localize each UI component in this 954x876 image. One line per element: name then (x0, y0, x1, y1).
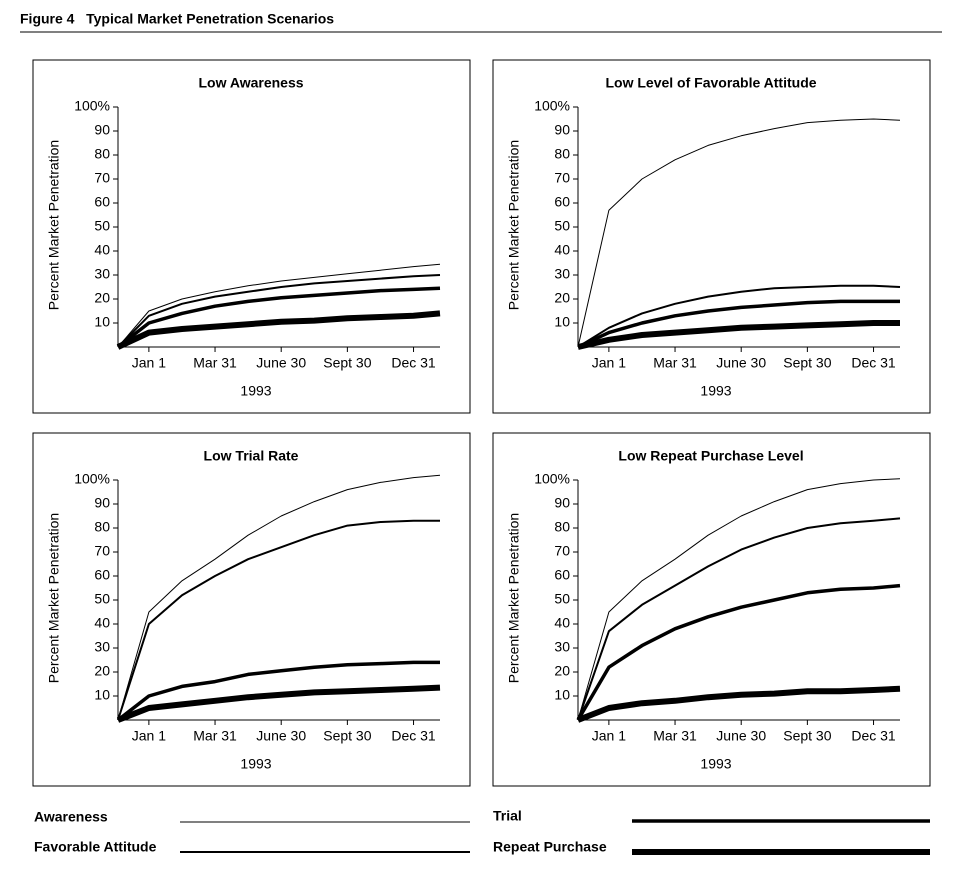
y-tick-label: 80 (554, 146, 570, 162)
x-tick-label: Sept 30 (323, 355, 371, 371)
y-tick-label: 40 (554, 615, 570, 631)
x-tick-label: Jan 1 (592, 728, 626, 744)
series-line (576, 685, 901, 723)
series-line (577, 118, 901, 348)
y-axis-label: Percent Market Penetration (46, 140, 62, 310)
x-axis-label: 1993 (240, 383, 271, 399)
figure-title: Figure 4 Typical Market Penetration Scen… (20, 11, 334, 27)
x-tick-label: Dec 31 (391, 728, 436, 744)
y-tick-label: 40 (554, 242, 570, 258)
x-tick-label: June 30 (716, 355, 766, 371)
series-line (116, 286, 441, 349)
x-tick-label: Dec 31 (851, 355, 896, 371)
y-tick-label: 40 (94, 615, 110, 631)
y-tick-label: 100% (74, 98, 110, 114)
x-tick-label: Mar 31 (653, 728, 697, 744)
series-line (116, 660, 440, 722)
series-line (117, 474, 441, 721)
series-line (117, 274, 441, 348)
y-tick-label: 100% (74, 471, 110, 487)
y-tick-label: 80 (554, 519, 570, 535)
x-tick-label: Mar 31 (193, 355, 237, 371)
x-tick-label: Dec 31 (391, 355, 436, 371)
x-tick-label: Jan 1 (132, 728, 166, 744)
x-tick-label: Sept 30 (323, 728, 371, 744)
y-tick-label: 50 (94, 218, 110, 234)
y-tick-label: 100% (534, 98, 570, 114)
x-tick-label: June 30 (256, 728, 306, 744)
chart-title: Low Awareness (198, 75, 303, 91)
y-tick-label: 30 (94, 639, 110, 655)
panel-frame (492, 59, 931, 414)
panel-frame (32, 432, 471, 787)
series-line (577, 284, 901, 348)
y-tick-label: 60 (554, 194, 570, 210)
y-tick-label: 50 (554, 218, 570, 234)
x-tick-label: June 30 (716, 728, 766, 744)
x-axis-label: 1993 (240, 756, 271, 772)
y-tick-label: 20 (94, 663, 110, 679)
y-tick-label: 10 (554, 687, 570, 703)
y-tick-label: 60 (94, 194, 110, 210)
series-line (577, 478, 901, 721)
y-tick-label: 80 (94, 146, 110, 162)
y-tick-label: 30 (554, 266, 570, 282)
y-tick-label: 20 (94, 290, 110, 306)
series-line (577, 299, 900, 349)
y-tick-label: 30 (94, 266, 110, 282)
series-line (117, 519, 440, 721)
chart-title: Low Trial Rate (204, 448, 299, 464)
x-tick-label: Sept 30 (783, 728, 831, 744)
y-tick-label: 70 (94, 170, 110, 186)
panel-frame (492, 432, 931, 787)
legend-label: Repeat Purchase (493, 839, 607, 855)
y-tick-label: 90 (554, 122, 570, 138)
y-tick-label: 70 (94, 543, 110, 559)
y-tick-label: 70 (554, 543, 570, 559)
y-tick-label: 80 (94, 519, 110, 535)
y-tick-label: 20 (554, 663, 570, 679)
panel-frame (32, 59, 471, 414)
chart-title: Low Repeat Purchase Level (618, 448, 803, 464)
y-tick-label: 40 (94, 242, 110, 258)
x-axis-label: 1993 (700, 383, 731, 399)
y-axis-label: Percent Market Penetration (506, 513, 522, 683)
y-tick-label: 90 (94, 122, 110, 138)
y-tick-label: 60 (554, 567, 570, 583)
x-tick-label: Sept 30 (783, 355, 831, 371)
x-tick-label: Jan 1 (592, 355, 626, 371)
y-axis-label: Percent Market Penetration (506, 140, 522, 310)
y-tick-label: 30 (554, 639, 570, 655)
series-line (576, 583, 901, 721)
y-tick-label: 50 (94, 591, 110, 607)
x-tick-label: June 30 (256, 355, 306, 371)
series-line (117, 263, 441, 348)
x-tick-label: Jan 1 (132, 355, 166, 371)
legend-label: Favorable Attitude (34, 839, 157, 855)
y-tick-label: 50 (554, 591, 570, 607)
y-tick-label: 70 (554, 170, 570, 186)
y-tick-label: 90 (94, 495, 110, 511)
series-line (116, 310, 441, 350)
x-tick-label: Mar 31 (193, 728, 237, 744)
y-tick-label: 100% (534, 471, 570, 487)
x-axis-label: 1993 (700, 756, 731, 772)
series-line (116, 684, 441, 723)
x-tick-label: Mar 31 (653, 355, 697, 371)
series-line (577, 320, 900, 350)
legend-label: Trial (493, 808, 522, 824)
y-tick-label: 10 (94, 687, 110, 703)
y-tick-label: 10 (94, 314, 110, 330)
chart-title: Low Level of Favorable Attitude (605, 75, 816, 91)
y-tick-label: 20 (554, 290, 570, 306)
y-tick-label: 90 (554, 495, 570, 511)
y-tick-label: 10 (554, 314, 570, 330)
series-line (577, 517, 901, 721)
x-tick-label: Dec 31 (851, 728, 896, 744)
y-tick-label: 60 (94, 567, 110, 583)
y-axis-label: Percent Market Penetration (46, 513, 62, 683)
legend-label: Awareness (34, 809, 108, 825)
